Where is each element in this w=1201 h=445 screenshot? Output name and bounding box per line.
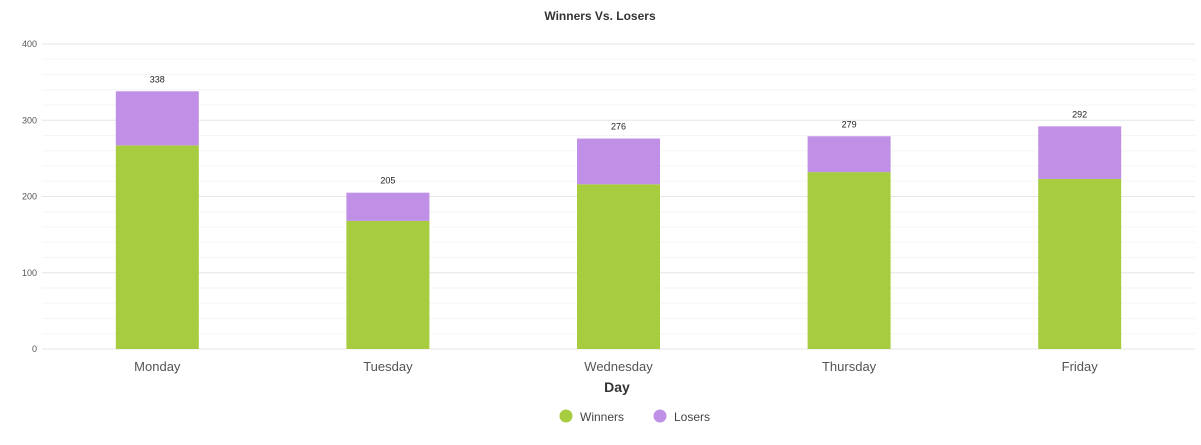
legend-marker bbox=[653, 409, 667, 423]
legend-label: Winners bbox=[580, 410, 624, 424]
bar-winners-thursday[interactable] bbox=[807, 172, 891, 349]
bars bbox=[115, 91, 1122, 349]
bar-winners-friday[interactable] bbox=[1038, 178, 1122, 349]
x-tick-label: Thursday bbox=[822, 359, 877, 374]
bar-winners-monday[interactable] bbox=[115, 145, 199, 349]
legend-marker bbox=[559, 409, 573, 423]
total-label: 279 bbox=[842, 119, 857, 129]
y-tick-label: 0 bbox=[32, 344, 37, 354]
total-label: 205 bbox=[380, 176, 395, 186]
x-axis-ticks: Monday Tuesday Wednesday Thursday Friday bbox=[134, 359, 1098, 374]
bar-losers-wednesday[interactable] bbox=[577, 138, 660, 185]
legend-item-losers[interactable]: Losers bbox=[653, 409, 711, 425]
y-tick-label: 200 bbox=[22, 192, 37, 202]
legend-item-winners[interactable]: Winners bbox=[559, 409, 625, 425]
bar-losers-monday[interactable] bbox=[115, 91, 199, 146]
chart-title: Winners Vs. Losers bbox=[544, 9, 656, 23]
total-labels: 338 205 276 279 292 bbox=[150, 74, 1087, 185]
x-tick-label: Wednesday bbox=[584, 359, 653, 374]
legend: Winners Losers bbox=[559, 409, 711, 425]
bar-losers-thursday[interactable] bbox=[807, 136, 891, 173]
x-axis-label: Day bbox=[604, 379, 630, 395]
y-axis-ticks: 0 100 200 300 400 bbox=[22, 39, 37, 354]
bar-winners-tuesday[interactable] bbox=[346, 220, 430, 349]
total-label: 338 bbox=[150, 74, 165, 84]
x-tick-label: Tuesday bbox=[363, 359, 413, 374]
x-tick-label: Friday bbox=[1062, 359, 1099, 374]
total-label: 292 bbox=[1072, 109, 1087, 119]
y-tick-label: 400 bbox=[22, 39, 37, 49]
total-label: 276 bbox=[611, 122, 626, 132]
legend-label: Losers bbox=[674, 410, 710, 424]
bar-losers-friday[interactable] bbox=[1038, 126, 1122, 179]
x-tick-label: Monday bbox=[134, 359, 181, 374]
bar-winners-wednesday[interactable] bbox=[577, 184, 660, 349]
y-tick-label: 100 bbox=[22, 268, 37, 278]
bar-losers-tuesday[interactable] bbox=[346, 192, 430, 221]
y-tick-label: 300 bbox=[22, 115, 37, 125]
